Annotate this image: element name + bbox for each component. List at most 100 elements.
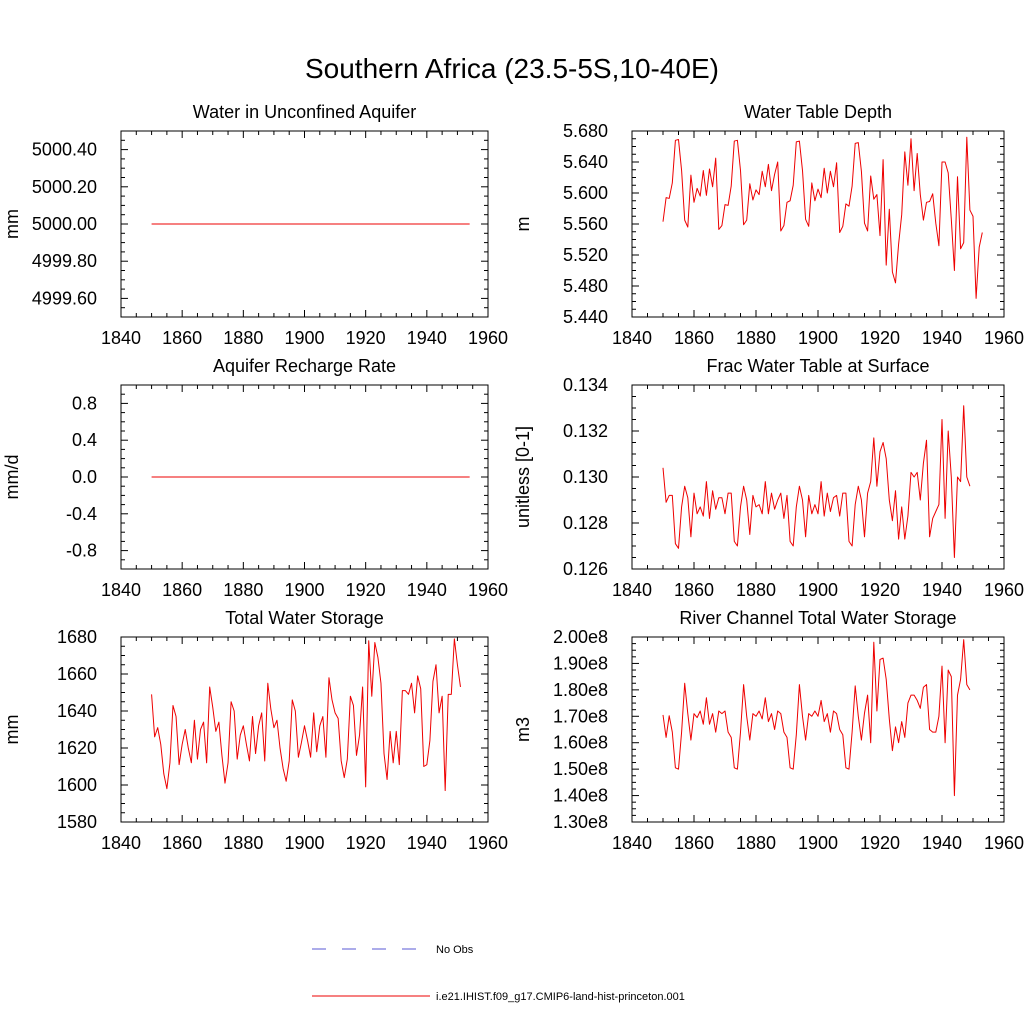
x-tick-label: 1940: [407, 328, 447, 348]
series-line: [662, 405, 971, 558]
y-tick-label: 1.70e8: [553, 706, 608, 726]
y-tick-label: 5.680: [563, 121, 608, 141]
panel-2: Water Table Depth m 1840 1860 1880 1900 1920 19…: [513, 102, 1024, 348]
x-tick-label: 1880: [223, 580, 263, 600]
panel-1: Water in Unconfined Aquifer mm 1840 1860 188…: [2, 102, 508, 348]
y-tick-label: 1.30e8: [553, 812, 608, 832]
y-tick-label: 5.520: [563, 245, 608, 265]
y-tick-label: 1.80e8: [553, 680, 608, 700]
x-tick-label: 1880: [223, 833, 263, 853]
panel-title: Aquifer Recharge Rate: [213, 356, 396, 376]
main-title: Southern Africa (23.5-5S,10-40E): [304, 53, 719, 84]
x-tick-label: 1840: [101, 328, 141, 348]
y-tick-label: 0.130: [563, 467, 608, 487]
y-tick-label: 0.126: [563, 559, 608, 579]
x-tick-label: 1920: [860, 580, 900, 600]
y-tick-label: 0.134: [563, 375, 608, 395]
x-tick-label: 1940: [922, 328, 962, 348]
panel-5: Total Water Storage mm 1840 1860 1880 1900 192…: [2, 608, 508, 853]
x-tick-label: 1840: [612, 580, 652, 600]
x-tick-label: 1860: [162, 328, 202, 348]
legend: No Obs i.e21.IHIST.f09_g17.CMIP6-land-hi…: [312, 944, 685, 1003]
panel-title: Water in Unconfined Aquifer: [193, 102, 416, 122]
y-tick-label: 1.40e8: [553, 786, 608, 806]
plot-frame: [631, 384, 1005, 570]
x-tick-label: 1880: [736, 833, 776, 853]
x-tick-label: 1960: [468, 580, 508, 600]
y-tick-label: 2.00e8: [553, 627, 608, 647]
x-tick-label: 1940: [922, 580, 962, 600]
x-tick-label: 1920: [346, 328, 386, 348]
y-tick-label: 1600: [57, 775, 97, 795]
x-tick-label: 1960: [984, 833, 1024, 853]
y-tick-label: -0.8: [66, 541, 97, 561]
x-tick-label: 1940: [407, 580, 447, 600]
y-tick-label: 0.132: [563, 421, 608, 441]
x-tick-label: 1860: [674, 833, 714, 853]
y-tick-label: 5000.20: [32, 177, 97, 197]
y-tick-label: 1.60e8: [553, 733, 608, 753]
plot-frame: [120, 636, 489, 823]
y-tick-label: -0.4: [66, 504, 97, 524]
x-tick-label: 1960: [984, 328, 1024, 348]
y-axis-label: mm/d: [2, 455, 22, 500]
x-tick-label: 1840: [612, 328, 652, 348]
y-tick-label: 4999.80: [32, 251, 97, 271]
x-tick-label: 1840: [101, 833, 141, 853]
x-tick-label: 1900: [798, 328, 838, 348]
y-tick-label: 1640: [57, 701, 97, 721]
x-tick-label: 1900: [798, 833, 838, 853]
x-tick-label: 1920: [860, 328, 900, 348]
y-tick-label: 5.560: [563, 214, 608, 234]
y-tick-label: 4999.60: [32, 288, 97, 308]
panel-title: Total Water Storage: [225, 608, 383, 628]
y-tick-label: 1.90e8: [553, 653, 608, 673]
panel-title: Frac Water Table at Surface: [706, 356, 929, 376]
y-axis-label: m: [513, 217, 533, 232]
x-tick-label: 1880: [223, 328, 263, 348]
y-axis-label: m3: [513, 717, 533, 742]
y-axis-label: mm: [2, 209, 22, 239]
y-tick-label: 1680: [57, 627, 97, 647]
series-line: [662, 639, 971, 797]
x-tick-label: 1960: [468, 833, 508, 853]
y-tick-label: 0.0: [72, 467, 97, 487]
y-tick-label: 1620: [57, 738, 97, 758]
y-tick-label: 0.8: [72, 393, 97, 413]
series-line: [151, 638, 461, 792]
y-tick-label: 0.128: [563, 513, 608, 533]
y-tick-label: 1580: [57, 812, 97, 832]
x-tick-label: 1860: [162, 580, 202, 600]
y-tick-label: 5000.40: [32, 140, 97, 160]
panel-title: River Channel Total Water Storage: [679, 608, 956, 628]
x-tick-label: 1940: [922, 833, 962, 853]
y-tick-label: 5.440: [563, 307, 608, 327]
y-tick-label: 0.4: [72, 430, 97, 450]
y-tick-label: 5.640: [563, 152, 608, 172]
panel-3: Aquifer Recharge Rate mm/d 1840 1860 1880 190…: [2, 356, 508, 600]
x-tick-label: 1840: [612, 833, 652, 853]
y-tick-label: 5.600: [563, 183, 608, 203]
x-tick-label: 1860: [674, 328, 714, 348]
x-tick-label: 1880: [736, 328, 776, 348]
x-tick-label: 1860: [162, 833, 202, 853]
x-tick-label: 1960: [984, 580, 1024, 600]
x-tick-label: 1880: [736, 580, 776, 600]
y-tick-label: 5.480: [563, 276, 608, 296]
series-line: [662, 136, 983, 299]
x-tick-label: 1960: [468, 328, 508, 348]
legend-model-label: i.e21.IHIST.f09_g17.CMIP6-land-hist-prin…: [436, 991, 685, 1003]
y-tick-label: 1660: [57, 664, 97, 684]
plot-frame: [631, 636, 1005, 823]
y-axis-label: mm: [2, 715, 22, 745]
x-tick-label: 1920: [860, 833, 900, 853]
panel-title: Water Table Depth: [744, 102, 892, 122]
panel-4: Frac Water Table at Surface unitless [0-1…: [513, 356, 1024, 600]
chart-panels: Water in Unconfined Aquifer mm 1840 1860 188…: [2, 102, 1024, 853]
x-tick-label: 1840: [101, 580, 141, 600]
x-tick-label: 1860: [674, 580, 714, 600]
x-tick-label: 1920: [346, 833, 386, 853]
x-tick-label: 1900: [284, 580, 324, 600]
